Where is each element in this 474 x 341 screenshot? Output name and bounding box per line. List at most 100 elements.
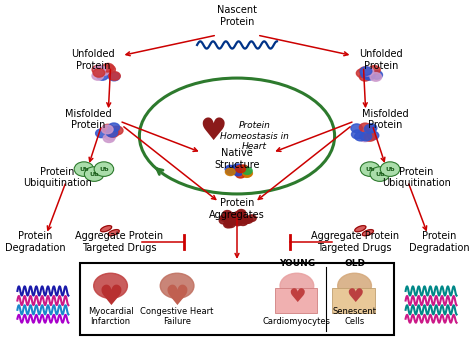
Text: Cardiomyocytes: Cardiomyocytes [263,317,331,326]
Circle shape [365,124,377,132]
Circle shape [94,65,106,74]
Text: Protein
Homeostasis in
Heart: Protein Homeostasis in Heart [220,121,289,151]
Circle shape [280,273,314,298]
Text: Unfolded
Protein: Unfolded Protein [71,49,115,71]
Circle shape [94,162,114,176]
Circle shape [359,123,371,132]
Circle shape [235,165,244,173]
Text: ♥: ♥ [199,117,226,146]
Circle shape [225,165,235,173]
Circle shape [224,221,233,228]
Circle shape [233,168,243,176]
Circle shape [107,129,119,137]
Circle shape [370,167,390,181]
Circle shape [352,130,363,139]
Circle shape [109,72,120,80]
Text: Senescent
Cells: Senescent Cells [333,307,376,326]
Circle shape [92,65,104,74]
Circle shape [233,218,242,224]
Circle shape [359,72,371,81]
Bar [80,264,394,335]
Text: Native
Structure: Native Structure [214,148,260,170]
Text: Ub: Ub [99,167,109,172]
Text: ♥: ♥ [164,283,190,311]
Ellipse shape [108,229,119,236]
Text: YOUNG: YOUNG [279,260,315,268]
Circle shape [231,217,240,223]
Circle shape [362,67,374,76]
Text: Misfolded
Protein: Misfolded Protein [362,109,409,130]
Circle shape [364,72,375,80]
Circle shape [226,221,235,227]
Text: Aggregate Protein
Targeted Drugs: Aggregate Protein Targeted Drugs [75,231,164,253]
Circle shape [84,167,104,181]
Text: Unfolded
Protein: Unfolded Protein [359,49,403,71]
Circle shape [228,213,237,220]
Circle shape [106,128,118,137]
Circle shape [227,212,236,219]
Circle shape [223,213,232,220]
Ellipse shape [362,229,374,236]
Ellipse shape [100,226,112,232]
Circle shape [102,63,114,72]
Text: Myocardial
Infarction: Myocardial Infarction [88,307,134,326]
Circle shape [364,133,376,141]
Text: Protein
Ubiquitination: Protein Ubiquitination [23,167,92,188]
Circle shape [233,164,243,171]
Text: Ub: Ub [79,167,89,172]
Circle shape [219,217,228,224]
Circle shape [98,67,110,75]
Circle shape [351,124,363,133]
Text: Ub: Ub [90,172,99,177]
Circle shape [369,65,380,74]
Circle shape [380,162,400,176]
Circle shape [234,212,242,218]
Circle shape [236,171,246,178]
Circle shape [355,132,366,141]
Text: Protein
Aggregates: Protein Aggregates [209,198,265,220]
FancyBboxPatch shape [332,288,374,313]
Circle shape [94,273,128,298]
Circle shape [103,134,115,143]
Circle shape [233,219,242,226]
Circle shape [223,210,232,217]
Circle shape [371,71,383,79]
Circle shape [74,162,94,176]
Circle shape [337,273,372,298]
Circle shape [241,217,250,224]
Circle shape [367,131,379,140]
Ellipse shape [355,226,366,232]
Circle shape [92,72,103,80]
Circle shape [365,124,376,133]
Circle shape [160,273,194,298]
Circle shape [359,133,371,142]
Circle shape [226,168,235,176]
Text: ♥: ♥ [288,287,306,306]
Text: Protein
Degradation: Protein Degradation [5,231,65,253]
Text: ♥: ♥ [98,283,123,311]
Circle shape [238,165,248,172]
Circle shape [104,132,116,140]
Circle shape [237,216,246,222]
Text: Misfolded
Protein: Misfolded Protein [65,109,112,130]
Circle shape [234,216,243,223]
Text: Aggregate Protein
Targeted Drugs: Aggregate Protein Targeted Drugs [310,231,399,253]
Text: OLD: OLD [344,260,365,268]
Circle shape [243,169,253,177]
Circle shape [220,215,229,221]
Text: ♥: ♥ [346,287,363,306]
Text: Ub: Ub [375,172,384,177]
Circle shape [101,125,113,134]
Text: Protein
Degradation: Protein Degradation [409,231,469,253]
Circle shape [244,217,253,223]
Circle shape [226,167,236,175]
Text: Ub: Ub [385,167,395,172]
Text: Protein
Ubiquitination: Protein Ubiquitination [382,167,451,188]
Circle shape [225,220,234,227]
Circle shape [238,219,247,225]
Circle shape [237,211,246,218]
Circle shape [108,126,119,135]
Circle shape [102,124,114,133]
Circle shape [109,72,120,81]
Text: Congestive Heart
Failure: Congestive Heart Failure [140,307,214,326]
